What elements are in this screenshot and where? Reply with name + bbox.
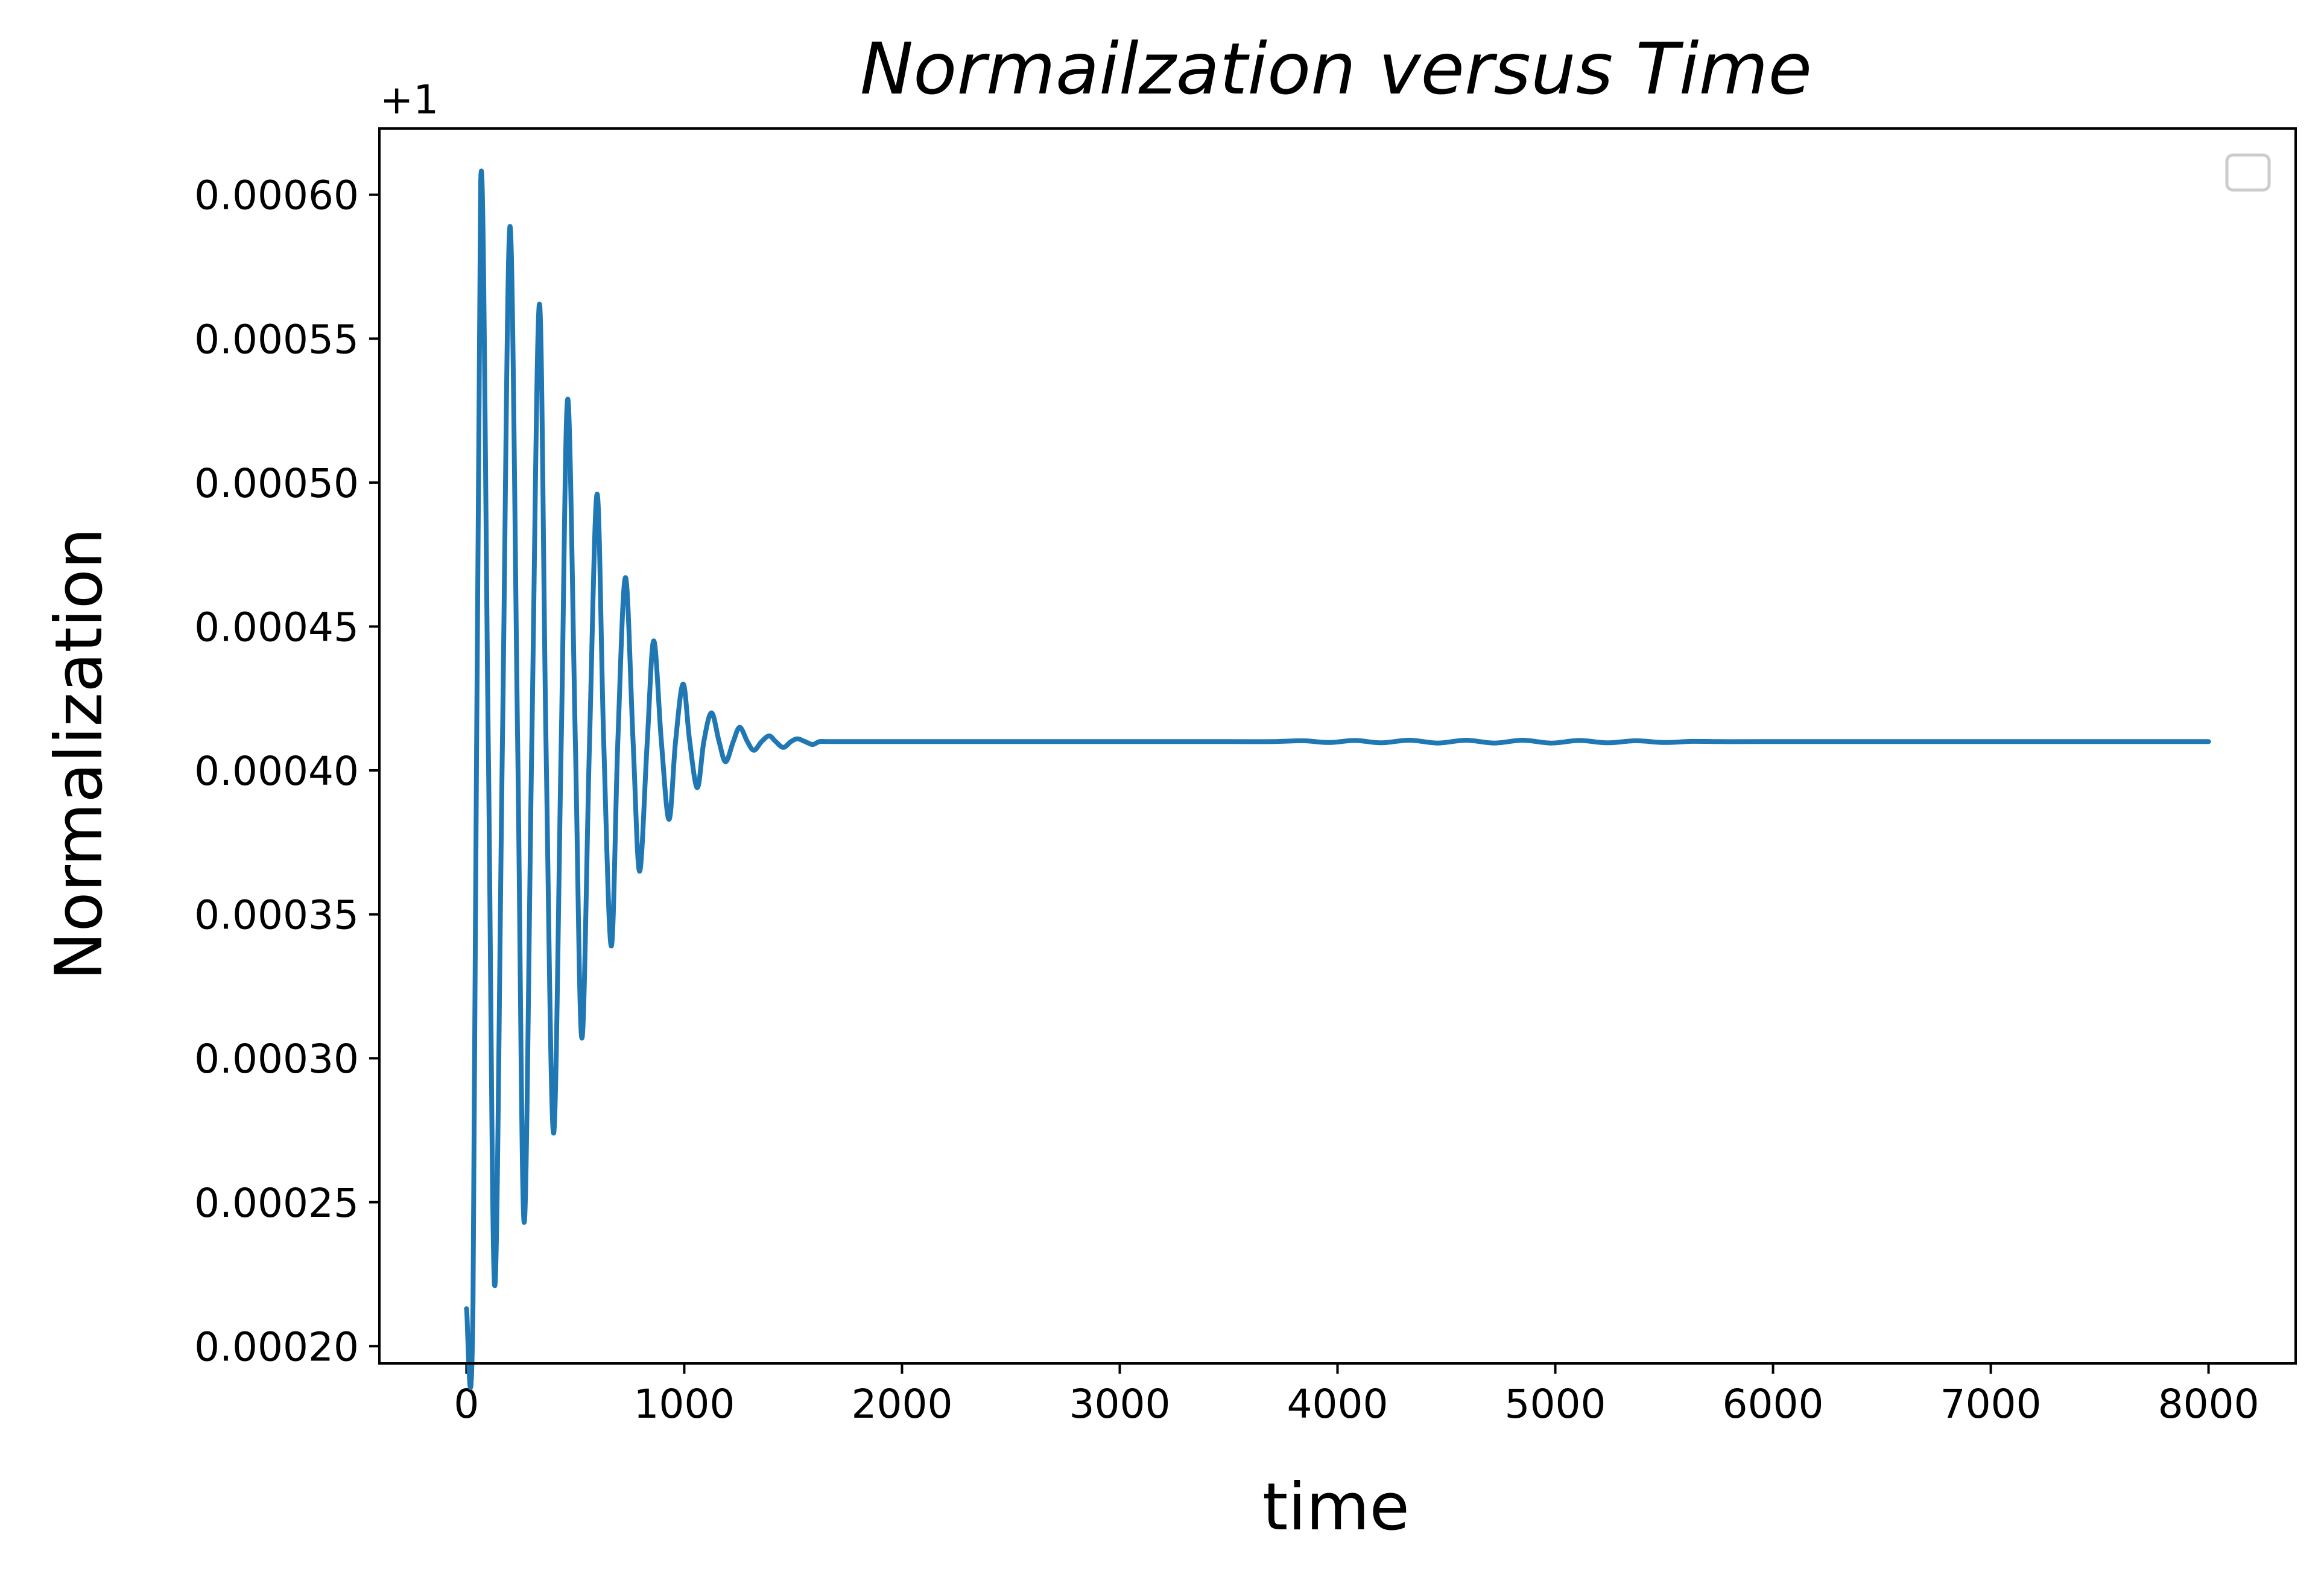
y-tick-label: 0.00055 bbox=[194, 316, 359, 363]
x-tick-label: 3000 bbox=[1069, 1381, 1170, 1427]
x-axis-label: time bbox=[1262, 1470, 1410, 1545]
x-tick-label: 4000 bbox=[1287, 1381, 1388, 1427]
y-tick-label: 0.00025 bbox=[194, 1180, 359, 1226]
x-tick-label: 6000 bbox=[1723, 1381, 1824, 1427]
series-line bbox=[464, 168, 2211, 1390]
y-tick-label: 0.00020 bbox=[194, 1324, 359, 1370]
x-tick-label: 8000 bbox=[2158, 1381, 2259, 1427]
y-tick-label: 0.00045 bbox=[194, 604, 359, 650]
y-axis-ticks: 0.00020 0.00025 0.00030 0.00035 0.00040 0.000… bbox=[194, 173, 379, 1370]
chart-title: Normailzation versus Time bbox=[860, 27, 1812, 110]
y-tick-label: 0.00030 bbox=[194, 1036, 359, 1082]
x-tick-label: 5000 bbox=[1505, 1381, 1606, 1427]
x-tick-label: 2000 bbox=[851, 1381, 952, 1427]
x-tick-label: 1000 bbox=[633, 1381, 735, 1427]
axes-frame bbox=[378, 127, 2297, 1365]
x-tick-label: 0 bbox=[454, 1381, 479, 1427]
y-tick-label: 0.00035 bbox=[194, 892, 359, 939]
legend-box bbox=[2225, 153, 2271, 192]
y-tick-label: 0.00050 bbox=[194, 460, 359, 507]
x-tick-label: 7000 bbox=[1940, 1381, 2042, 1427]
x-axis-ticks: 0 1000 2000 3000 4000 5000 6000 7000 8000 bbox=[454, 1363, 2259, 1427]
y-tick-label: 0.00060 bbox=[194, 173, 359, 219]
y-axis-offset-label: +1 bbox=[380, 77, 439, 123]
y-axis-label: Normalization bbox=[42, 528, 117, 981]
y-tick-label: 0.00040 bbox=[194, 748, 359, 795]
